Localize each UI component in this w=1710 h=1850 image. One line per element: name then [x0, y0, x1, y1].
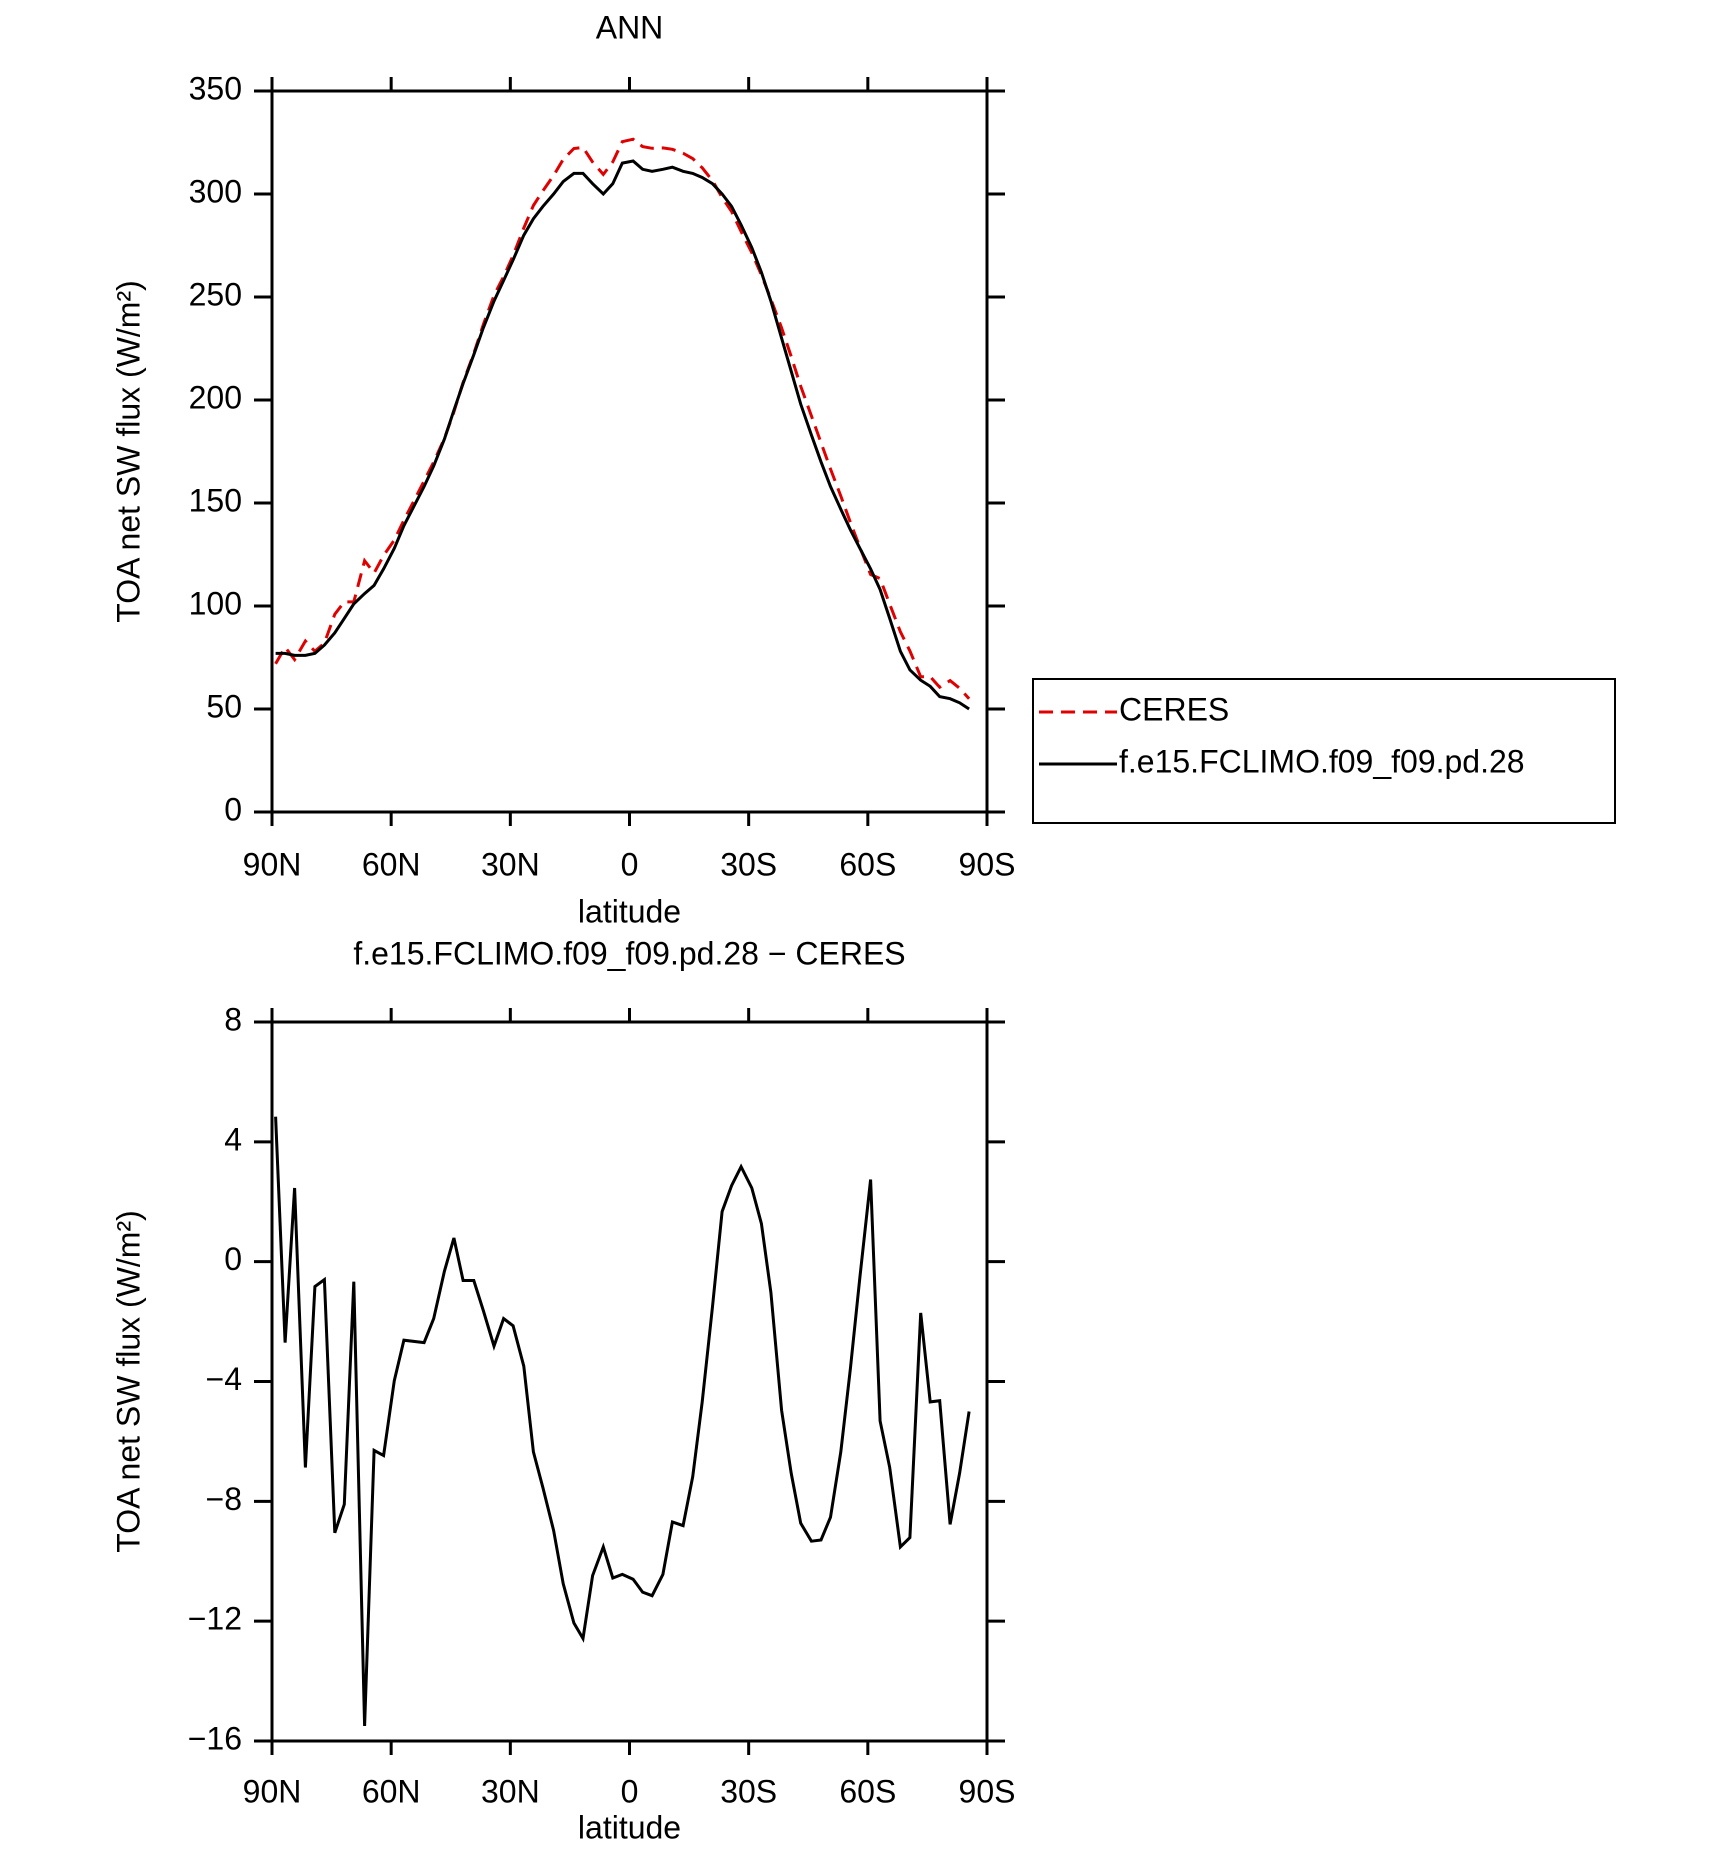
x-tick-label: 30S [720, 846, 777, 882]
y-axis-label: TOA net SW flux (W/m²) [110, 1210, 146, 1553]
plot-frame [270, 89, 989, 814]
y-tick-label: 50 [206, 688, 242, 724]
y-tick-label: 0 [224, 791, 242, 827]
y-tick-label: 200 [189, 379, 242, 415]
x-tick-label: 60N [362, 1773, 421, 1809]
y-tick-label: −12 [188, 1601, 242, 1637]
x-tick-label: 90N [243, 1773, 302, 1809]
legend-label: CERES [1119, 691, 1229, 727]
legend-box [1032, 678, 1616, 824]
x-tick-label: 60S [839, 1773, 896, 1809]
x-tick-label: 90S [959, 1773, 1016, 1809]
y-tick-label: 100 [189, 585, 242, 621]
x-axis-label: latitude [578, 893, 681, 929]
x-tick-label: 90S [959, 846, 1016, 882]
legend-label: f.e15.FCLIMO.f09_f09.pd.28 [1119, 743, 1525, 779]
x-tick-label: 30N [481, 1773, 540, 1809]
data-line [274, 137, 971, 700]
y-tick-label: 350 [189, 70, 242, 106]
y-axis-label: TOA net SW flux (W/m²) [110, 280, 146, 623]
y-tick-label: −8 [206, 1481, 242, 1517]
y-tick-label: 4 [224, 1121, 242, 1157]
y-tick-label: 250 [189, 276, 242, 312]
chart-title: ANN [596, 9, 664, 45]
x-tick-label: 0 [621, 1773, 639, 1809]
y-tick-label: −16 [188, 1720, 242, 1756]
x-tick-label: 90N [243, 846, 302, 882]
x-tick-label: 30N [481, 846, 540, 882]
y-tick-label: 0 [224, 1241, 242, 1277]
data-line [275, 159, 970, 711]
x-tick-label: 60S [839, 846, 896, 882]
y-tick-label: 8 [224, 1001, 242, 1037]
chart-title: f.e15.FCLIMO.f09_f09.pd.28 − CERES [353, 935, 905, 971]
plot-frame [270, 1020, 989, 1743]
x-axis-label: latitude [578, 1809, 681, 1845]
y-tick-label: 300 [189, 173, 242, 209]
x-tick-label: 60N [362, 846, 421, 882]
x-tick-label: 0 [621, 846, 639, 882]
y-tick-label: −4 [206, 1361, 242, 1397]
x-tick-label: 30S [720, 1773, 777, 1809]
data-line [274, 1116, 971, 1727]
y-tick-label: 150 [189, 482, 242, 518]
